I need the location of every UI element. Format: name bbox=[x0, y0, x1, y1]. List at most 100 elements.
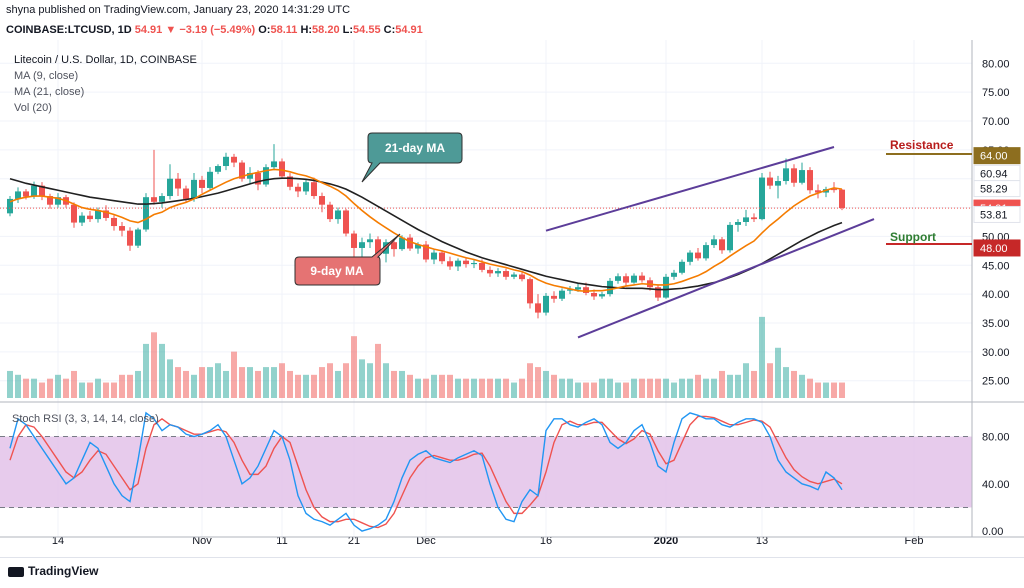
volume-bar bbox=[79, 382, 85, 398]
volume-bar bbox=[335, 370, 341, 398]
candle-body bbox=[495, 271, 501, 274]
candle-body bbox=[463, 260, 469, 265]
candle-body bbox=[479, 262, 485, 270]
volume-bar bbox=[439, 374, 445, 398]
candle-body bbox=[351, 233, 357, 248]
candle-body bbox=[239, 162, 245, 179]
volume-bar bbox=[391, 370, 397, 398]
volume-bar bbox=[111, 382, 117, 398]
volume-bar bbox=[247, 367, 253, 398]
price-change: −3.19 (−5.49%) bbox=[179, 24, 256, 36]
tradingview-icon bbox=[8, 566, 24, 577]
tradingview-logo[interactable]: TradingView bbox=[8, 564, 98, 578]
volume-bar bbox=[535, 367, 541, 398]
candle-body bbox=[359, 242, 365, 248]
volume-bar bbox=[615, 382, 621, 398]
volume-bar bbox=[175, 367, 181, 398]
volume-bar bbox=[775, 347, 781, 398]
legend-ma21[interactable]: MA (21, close) bbox=[14, 86, 85, 98]
ma21-callout: 21-day MA bbox=[361, 132, 463, 183]
volume-bar bbox=[767, 363, 773, 398]
volume-bar bbox=[271, 367, 277, 398]
candle-body bbox=[415, 244, 421, 249]
volume-bar bbox=[343, 363, 349, 398]
volume-bar bbox=[599, 378, 605, 398]
candle-body bbox=[263, 167, 269, 185]
legend-title: Litecoin / U.S. Dollar, 1D, COINBASE bbox=[14, 54, 197, 66]
candle-body bbox=[255, 172, 261, 185]
volume-bar bbox=[687, 378, 693, 398]
volume-bar bbox=[207, 367, 213, 398]
volume-bar bbox=[87, 382, 93, 398]
stoch-tick-label: 40.00 bbox=[982, 479, 1010, 491]
low-label: L: bbox=[342, 24, 354, 36]
candle-body bbox=[343, 210, 349, 234]
close-label: C: bbox=[383, 24, 396, 36]
candle-body bbox=[671, 272, 677, 277]
price-tick-label: 45.00 bbox=[982, 260, 1010, 272]
volume-bar bbox=[511, 382, 517, 398]
high-label: H: bbox=[300, 24, 313, 36]
time-tick-label: Feb bbox=[905, 535, 924, 547]
open-label: O: bbox=[258, 24, 271, 36]
volume-bar bbox=[407, 374, 413, 398]
stoch-tick-label: 80.00 bbox=[982, 432, 1010, 444]
volume-bar bbox=[223, 370, 229, 398]
volume-bar bbox=[63, 378, 69, 398]
candle-body bbox=[783, 168, 789, 182]
candle-body bbox=[295, 186, 301, 192]
volume-bar bbox=[623, 382, 629, 398]
candle-body bbox=[127, 230, 133, 246]
candle-body bbox=[319, 196, 325, 205]
candle-body bbox=[439, 252, 445, 262]
candle-body bbox=[775, 181, 781, 186]
candle-body bbox=[543, 295, 549, 313]
symbol-info: COINBASE:LTCUSD, 1D 54.91 ▼ −3.19 (−5.49… bbox=[6, 24, 423, 36]
volume-bar bbox=[583, 382, 589, 398]
volume-bar bbox=[591, 382, 597, 398]
bottom-bar: TradingView bbox=[0, 557, 1024, 588]
candle-body bbox=[551, 295, 557, 299]
symbol-name[interactable]: COINBASE:LTCUSD, 1D bbox=[6, 24, 132, 36]
candle-body bbox=[623, 276, 629, 283]
price-badge-label: 60.94 bbox=[980, 168, 1008, 180]
volume-bar bbox=[423, 378, 429, 398]
volume-bar bbox=[255, 370, 261, 398]
candle-body bbox=[447, 261, 453, 267]
chart-area[interactable]: 25.0030.0035.0040.0045.0050.0055.0060.00… bbox=[0, 40, 1024, 557]
resistance-label: Resistance bbox=[890, 138, 954, 152]
candle-body bbox=[695, 252, 701, 259]
legend-vol[interactable]: Vol (20) bbox=[14, 102, 52, 114]
candle-body bbox=[375, 239, 381, 254]
volume-bar bbox=[359, 359, 365, 398]
publisher-text: shyna published on TradingView.com, Janu… bbox=[6, 4, 351, 16]
volume-bar bbox=[143, 343, 149, 398]
volume-bar bbox=[295, 374, 301, 398]
volume-bar bbox=[447, 374, 453, 398]
stoch-k-line bbox=[9, 411, 843, 532]
legend-ma9[interactable]: MA (9, close) bbox=[14, 70, 79, 82]
volume-bar bbox=[663, 378, 669, 398]
candle-body bbox=[31, 185, 37, 197]
volume-bar bbox=[239, 367, 245, 398]
price-badge bbox=[973, 147, 1021, 165]
candle-body bbox=[455, 260, 461, 267]
volume-bar bbox=[23, 378, 29, 398]
candle-body bbox=[535, 303, 541, 313]
price-badge-label: 64.00 bbox=[980, 151, 1008, 163]
volume-bar bbox=[711, 378, 717, 398]
candle-body bbox=[719, 239, 725, 251]
trend-line bbox=[545, 146, 835, 232]
candle-body bbox=[727, 224, 733, 251]
candle-body bbox=[175, 178, 181, 189]
candle-body bbox=[839, 189, 845, 209]
price-tick-label: 80.00 bbox=[982, 58, 1010, 70]
volume-bar bbox=[159, 343, 165, 398]
volume-bar bbox=[263, 367, 269, 398]
volume-bar bbox=[815, 382, 821, 398]
time-tick-label: 14 bbox=[52, 535, 64, 547]
annotations: 21-day MA 9-day MA Resistance Support bbox=[294, 132, 972, 286]
volume-bar bbox=[367, 363, 373, 398]
volume-bar bbox=[671, 382, 677, 398]
time-tick-label: 16 bbox=[540, 535, 552, 547]
